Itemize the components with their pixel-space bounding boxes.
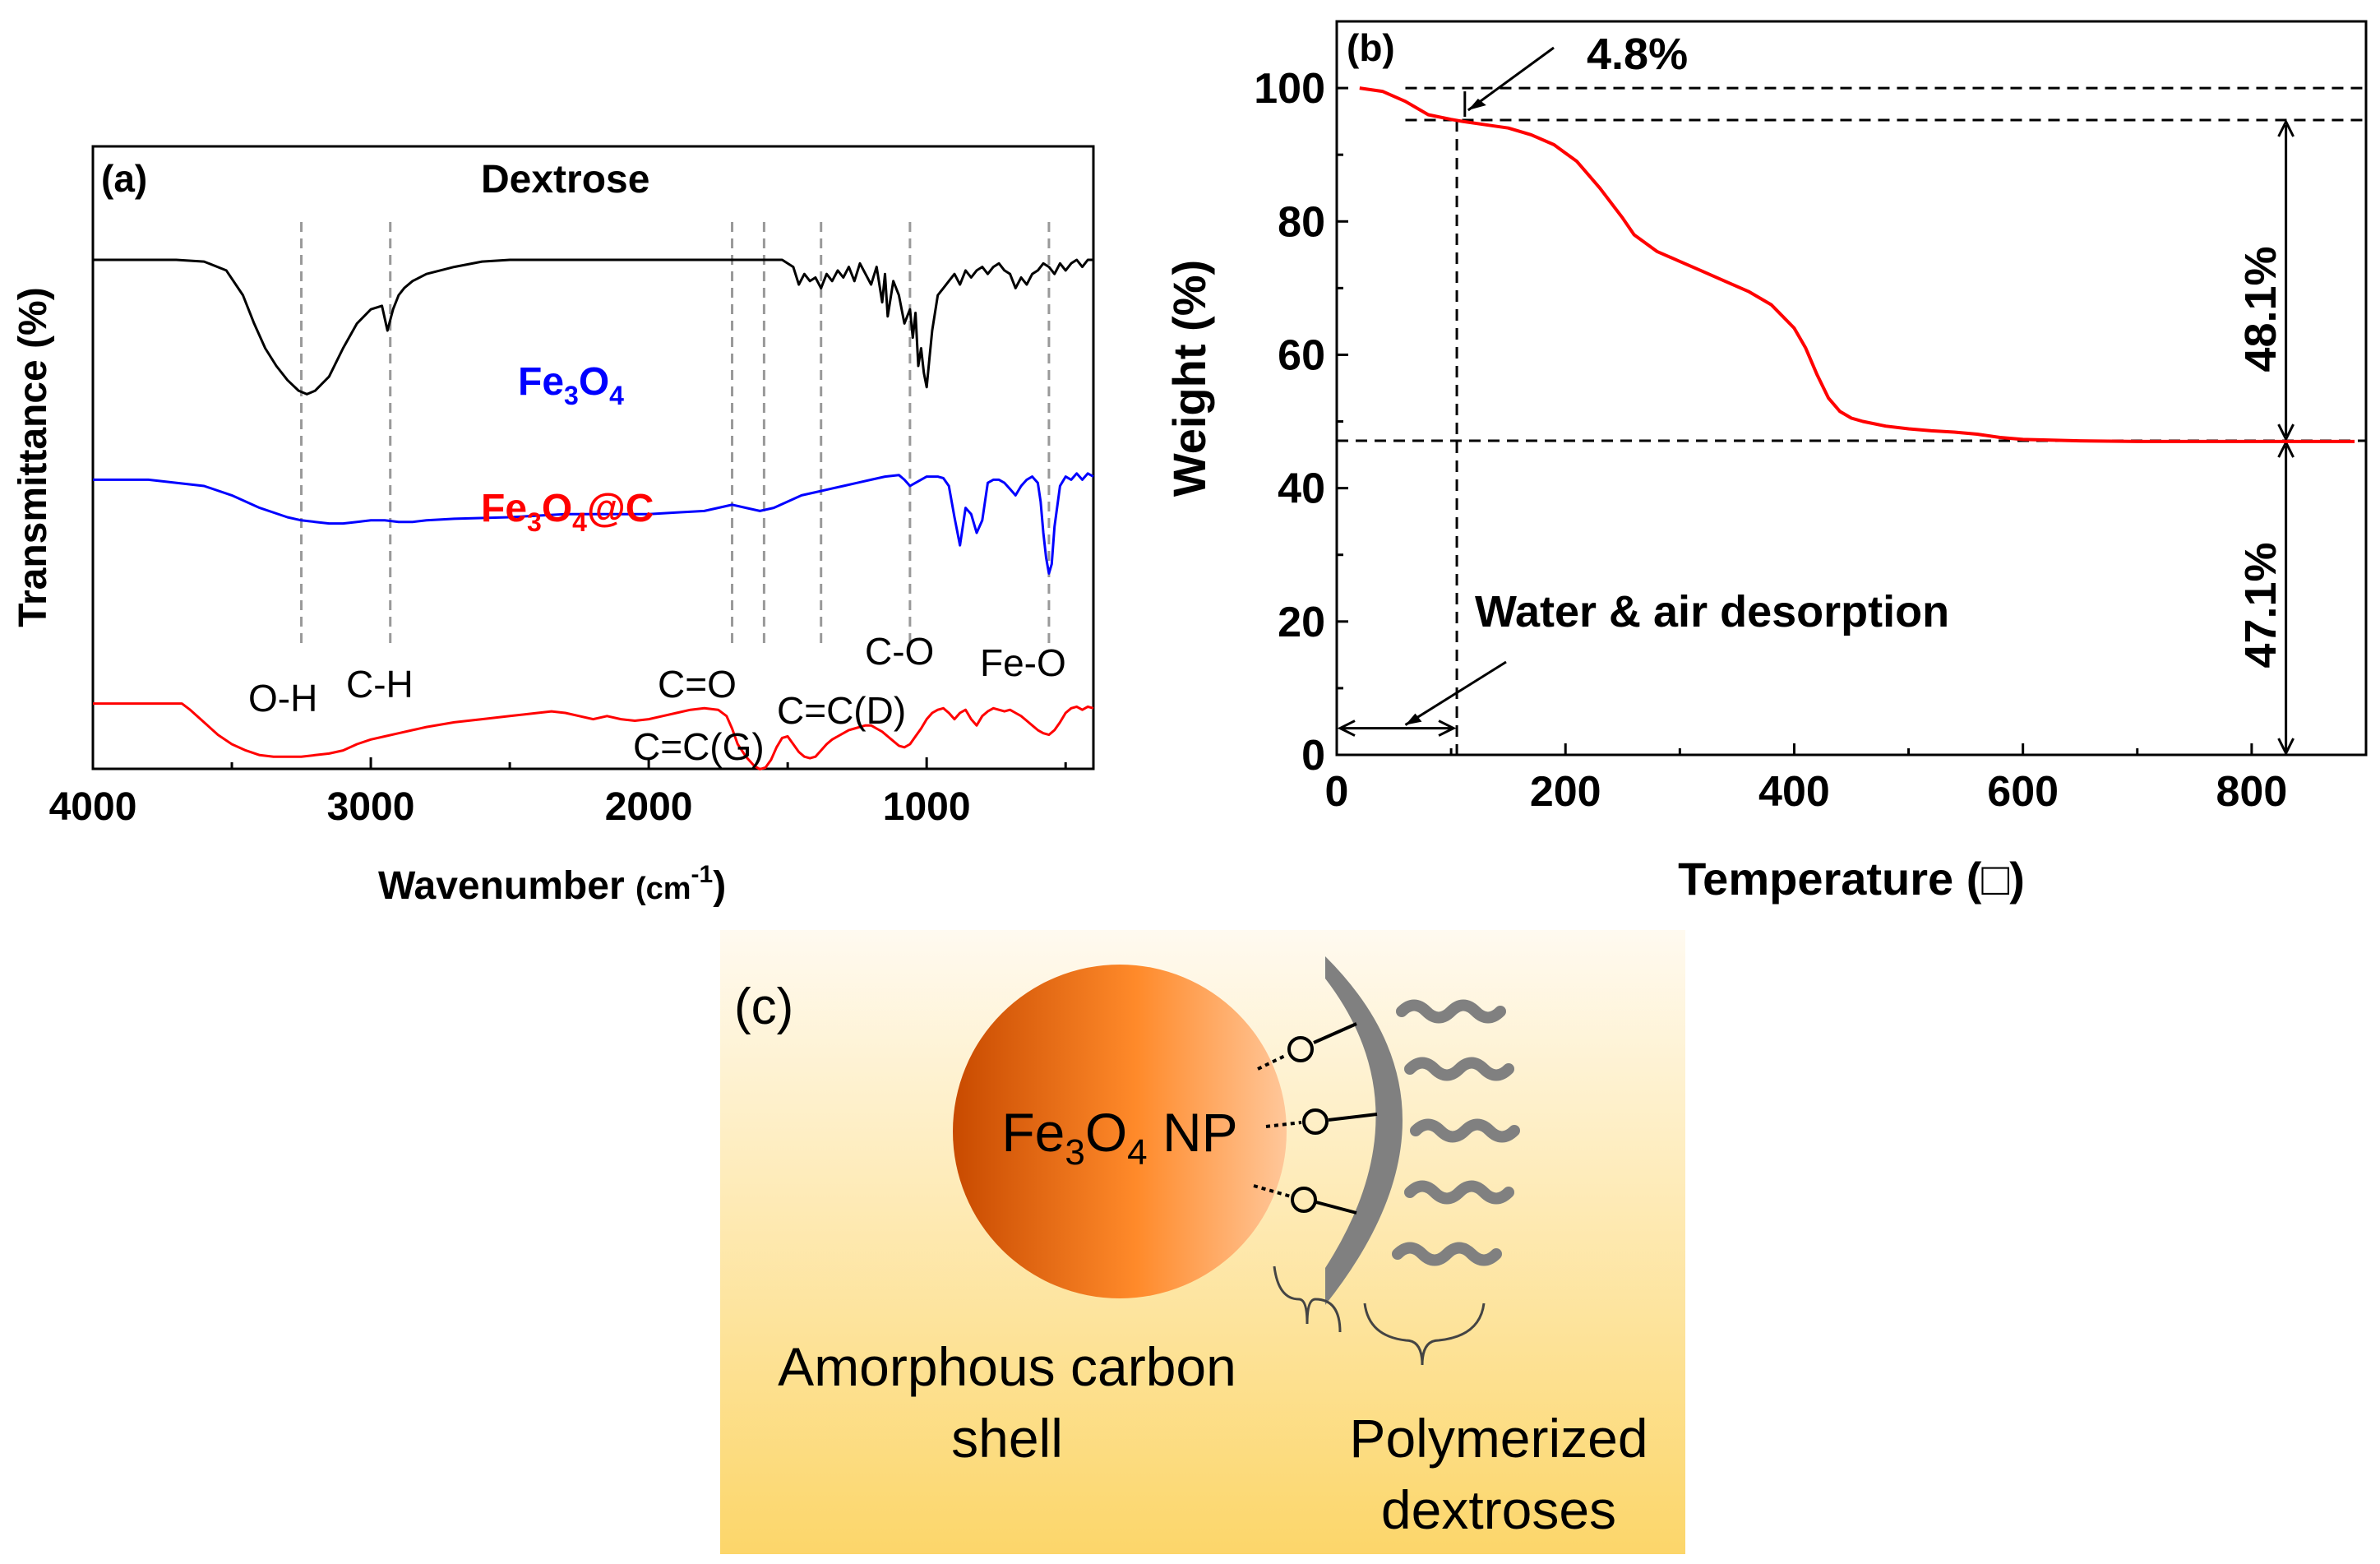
arrowhead	[2277, 738, 2295, 757]
x-tick-label: 1000	[883, 785, 971, 829]
y-tick-label: 0	[1301, 732, 1325, 780]
panel-b-guide-lines	[1337, 46, 2366, 757]
bond-dotted	[1257, 1053, 1287, 1071]
arrowhead	[2277, 423, 2295, 442]
fe3o4-nanoparticle-core	[953, 965, 1287, 1298]
arrowhead	[2277, 118, 2295, 137]
x-tick-label: 800	[2216, 768, 2288, 816]
x-tick-label: 0	[1325, 768, 1349, 816]
y-tick-label: 60	[1278, 331, 1325, 379]
arrowhead	[1337, 720, 1356, 737]
carbon-shell-arc	[1325, 956, 1403, 1305]
shell-label-line1: Amorphous carbon	[778, 1336, 1236, 1397]
annotation-loss-48-1: 48.1%	[2236, 246, 2285, 372]
panel-a-series	[93, 258, 1094, 770]
dextrose-label-line1: Polymerized	[1349, 1408, 1648, 1469]
series-line-dextrose	[93, 258, 1093, 396]
oxygen-atom	[1291, 1187, 1317, 1213]
dextrose-bracket	[1363, 1303, 1486, 1366]
dextrose-chains	[1392, 999, 1520, 1266]
panel-b-x-axis-label: Temperature (□)	[1678, 853, 2025, 905]
dextrose-chain	[1410, 1118, 1520, 1143]
x-tick-label: 2000	[605, 785, 693, 829]
arrowhead	[1438, 720, 1457, 737]
series-label-fe3o4: Fe3O4	[518, 360, 624, 410]
x-tick-label: 3000	[327, 785, 415, 829]
dextrose-label-line2: dextroses	[1381, 1479, 1616, 1540]
x-tick-label: 4000	[49, 785, 137, 829]
band-label-cc-d: C=C(D)	[777, 689, 906, 732]
pointer-4-8	[1467, 46, 1555, 112]
panel-a-x-axis-label: Wavenumber (cm-1)	[378, 861, 726, 908]
oxygen-bonds	[1253, 1022, 1378, 1215]
y-tick-label: 40	[1278, 465, 1325, 513]
shell-bracket	[1273, 1266, 1342, 1333]
annotation-loss-4-8: 4.8%	[1587, 30, 1688, 79]
panel-a-x-ticks: 4000 3000 2000 1000	[49, 757, 1067, 829]
panel-b-ticks: 0 200 400 600 800 0 20 40 60 80 100	[1254, 65, 2287, 816]
shell-label-line2: shell	[951, 1408, 1063, 1469]
y-tick-label: 20	[1278, 599, 1325, 646]
bond-dotted	[1265, 1121, 1302, 1128]
dextrose-chain	[1404, 1180, 1514, 1205]
panel-a-y-axis-label: Transmittance (%)	[12, 287, 55, 627]
panel-b-label: (b)	[1347, 26, 1395, 69]
bond-dotted	[1253, 1184, 1292, 1198]
panel-b-y-axis-label: Weight (%)	[1163, 260, 1215, 497]
dextrose-chain	[1392, 1242, 1502, 1266]
series-line-fe3o4-c	[93, 702, 1094, 770]
panel-a-ftir-chart: (a) 4000 3000 2000 1000 Dextrose Fe3O4 Fe3O…	[12, 145, 1095, 908]
band-label-oh: O-H	[248, 677, 317, 720]
oxygen-atom	[1302, 1108, 1329, 1135]
series-line-tga	[1359, 86, 2355, 443]
band-label-cc-g: C=C(G)	[633, 725, 765, 768]
arrowhead	[1405, 713, 1422, 725]
bond-solid	[1328, 1113, 1378, 1122]
series-line-fe3o4	[93, 472, 1094, 575]
annotation-residue-47-1: 47.1%	[2236, 542, 2285, 668]
core-label: Fe3O4 NP	[1001, 1102, 1237, 1173]
annotation-desorption: Water & air desorption	[1475, 587, 1949, 636]
x-tick-label: 400	[1758, 768, 1830, 816]
bond-solid	[1313, 1022, 1357, 1044]
series-label-dextrose: Dextrose	[481, 158, 649, 201]
y-tick-label: 80	[1278, 198, 1325, 246]
x-tick-label: 600	[1987, 768, 2059, 816]
panel-c-label: (c)	[734, 979, 793, 1035]
panel-a-label: (a)	[101, 157, 147, 200]
oxygen-atom	[1287, 1036, 1314, 1062]
band-label-feo: Fe-O	[980, 641, 1066, 684]
x-tick-label: 200	[1530, 768, 1601, 816]
panel-a-band-lines	[300, 222, 1051, 650]
band-label-ch: C-H	[346, 663, 414, 706]
dextrose-chain	[1396, 999, 1506, 1024]
dextrose-chain	[1404, 1057, 1514, 1081]
panel-b-series	[1359, 86, 2355, 443]
panel-a-plot-frame	[91, 145, 1095, 770]
pointer-desorption	[1404, 660, 1507, 726]
arrowhead	[1467, 99, 1486, 111]
band-label-co-single: C-O	[865, 630, 934, 673]
series-label-fe3o4-c: Fe3O4@C	[481, 487, 654, 537]
panel-b-tga-chart: (b) 0 200 400 600 800 0 20 40 60 80 100 4.8% 48.1%…	[1163, 20, 2368, 905]
bond-solid	[1315, 1201, 1357, 1215]
panel-c-schematic: (c) Fe3O4 NP Amorphous carbon shell Po	[720, 930, 1685, 1554]
panel-b-plot-frame	[1335, 20, 2368, 757]
y-tick-label: 100	[1254, 65, 1325, 113]
band-label-co-double: C=O	[658, 663, 737, 706]
